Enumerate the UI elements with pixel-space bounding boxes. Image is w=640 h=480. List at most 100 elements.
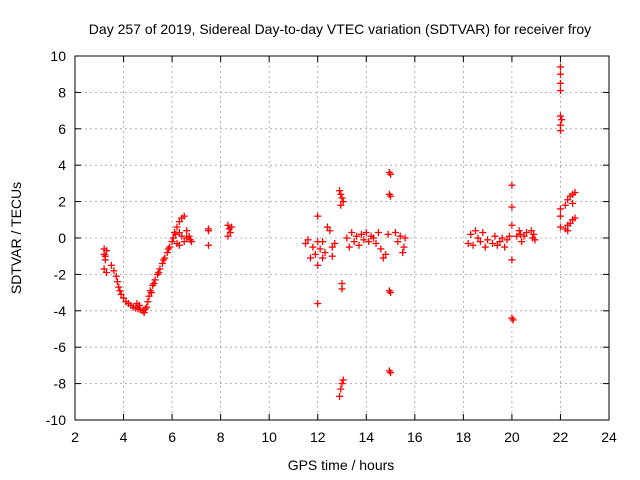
data-point — [135, 301, 143, 309]
data-point — [556, 87, 564, 95]
data-point — [112, 272, 120, 280]
data-point — [117, 290, 125, 298]
y-tick-label: 2 — [58, 194, 66, 210]
data-point — [556, 212, 564, 220]
data-point — [564, 196, 572, 204]
data-point — [323, 223, 331, 231]
data-point — [226, 229, 234, 237]
data-point — [314, 212, 322, 220]
data-point — [365, 238, 373, 246]
data-point — [140, 309, 148, 317]
data-point — [360, 236, 368, 244]
data-point — [556, 223, 564, 231]
data-point — [150, 280, 158, 287]
data-point — [469, 241, 477, 249]
data-point — [387, 289, 395, 297]
data-point — [515, 227, 523, 235]
y-tick-label: 8 — [58, 84, 66, 100]
data-point — [321, 249, 329, 257]
data-point — [143, 303, 151, 311]
data-point — [401, 234, 409, 242]
data-point — [382, 250, 390, 258]
data-point — [144, 298, 152, 306]
data-point — [180, 212, 188, 220]
data-point — [185, 232, 193, 240]
data-point — [338, 285, 346, 293]
data-point — [464, 239, 472, 247]
data-point — [224, 221, 232, 229]
data-point — [520, 232, 528, 240]
data-point — [508, 221, 516, 229]
data-point — [183, 227, 191, 235]
data-point — [316, 245, 324, 253]
data-point — [509, 316, 517, 324]
x-tick-label: 14 — [358, 429, 374, 445]
x-tick-label: 18 — [456, 429, 472, 445]
data-point — [531, 236, 539, 244]
data-point — [175, 241, 183, 249]
data-point — [508, 181, 516, 189]
data-point — [158, 259, 166, 267]
data-point — [180, 238, 188, 246]
data-point — [479, 229, 487, 237]
data-point — [556, 205, 564, 213]
data-point — [115, 283, 123, 291]
data-point — [169, 234, 177, 242]
data-point — [328, 252, 336, 260]
data-points — [100, 63, 579, 400]
data-point — [571, 214, 579, 222]
data-point — [151, 276, 159, 284]
data-point — [556, 70, 564, 78]
data-point — [472, 227, 479, 235]
data-point — [175, 229, 183, 237]
data-point — [338, 194, 346, 202]
data-point — [178, 232, 186, 240]
y-tick-label: -2 — [54, 266, 67, 282]
x-tick-label: 12 — [310, 429, 326, 445]
data-point — [372, 239, 380, 247]
data-point — [396, 232, 404, 240]
data-point — [362, 229, 370, 237]
data-point — [516, 230, 524, 238]
x-tick-label: 4 — [120, 429, 128, 445]
data-point — [527, 227, 535, 235]
data-point — [319, 254, 327, 262]
data-point — [496, 238, 504, 246]
data-point — [505, 232, 513, 240]
grid-lines — [75, 56, 609, 420]
data-point — [387, 192, 395, 200]
y-tick-label: -10 — [46, 412, 66, 428]
data-point — [556, 79, 564, 87]
data-point — [558, 116, 566, 124]
y-tick-label: 10 — [50, 48, 66, 64]
y-axis-label: SDTVAR / TECUs — [8, 182, 24, 294]
x-tick-label: 20 — [504, 429, 520, 445]
data-point — [394, 238, 402, 246]
data-point — [501, 243, 509, 251]
data-point — [474, 234, 482, 242]
data-point — [224, 232, 232, 240]
data-point — [309, 243, 317, 251]
data-point — [338, 380, 346, 388]
data-point — [556, 127, 564, 135]
data-point — [503, 236, 511, 244]
data-point — [387, 170, 395, 178]
data-point — [314, 261, 322, 269]
data-point — [374, 229, 382, 237]
data-point — [337, 201, 345, 209]
data-point — [120, 294, 128, 302]
y-tick-label: -6 — [54, 339, 67, 355]
data-point — [302, 239, 310, 247]
data-point — [103, 247, 111, 255]
data-point — [387, 369, 395, 377]
data-point — [331, 239, 339, 247]
data-point — [164, 245, 172, 253]
data-point — [353, 232, 361, 240]
data-point — [513, 232, 521, 240]
y-tick-label: -8 — [54, 376, 67, 392]
data-point — [155, 269, 163, 277]
y-tick-label: 0 — [58, 230, 66, 246]
data-point — [145, 292, 153, 300]
x-tick-label: 8 — [217, 429, 225, 445]
